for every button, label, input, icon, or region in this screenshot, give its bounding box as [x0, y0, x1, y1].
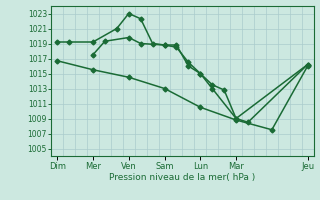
X-axis label: Pression niveau de la mer( hPa ): Pression niveau de la mer( hPa ): [109, 173, 256, 182]
